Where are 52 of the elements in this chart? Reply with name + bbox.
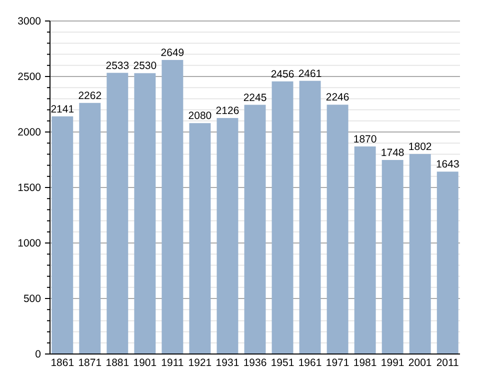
- data-label: 2126: [216, 105, 240, 118]
- bar: [436, 172, 458, 354]
- bar: [272, 81, 294, 354]
- y-tick-label: 3000: [18, 16, 42, 28]
- data-label: 2245: [243, 92, 267, 104]
- x-tick-label: 1971: [326, 357, 350, 369]
- x-tick-label: 1931: [216, 357, 240, 369]
- bar: [382, 160, 404, 354]
- bar: [244, 104, 266, 354]
- data-label: 2080: [188, 110, 212, 122]
- x-tick-label: 1921: [188, 357, 212, 369]
- data-label: 2262: [78, 90, 102, 102]
- data-label: 1748: [380, 146, 404, 159]
- data-label: 2530: [133, 60, 157, 72]
- data-label: 2456: [270, 68, 294, 80]
- x-tick-label: 1961: [298, 357, 322, 369]
- data-label: 1802: [408, 140, 432, 153]
- x-tick-label: 1981: [353, 357, 377, 369]
- y-tick-label: 1000: [18, 238, 42, 250]
- x-tick-label: 1881: [106, 357, 130, 369]
- data-label: 2141: [50, 103, 74, 116]
- bar: [106, 72, 128, 354]
- bar: [134, 73, 156, 354]
- data-label: 1643: [436, 158, 460, 171]
- x-tick-label: 1936: [243, 357, 267, 369]
- x-tick-label: 1871: [78, 357, 102, 369]
- x-tick-label: 1911: [161, 357, 184, 369]
- bar: [299, 80, 321, 354]
- bar: [189, 123, 211, 354]
- bar: [326, 104, 348, 354]
- bar: [52, 116, 74, 354]
- x-tick-label: 2011: [436, 357, 460, 369]
- x-tick-label: 1861: [50, 357, 74, 369]
- bar: [162, 60, 184, 354]
- bar: [79, 102, 101, 354]
- y-tick-label: 0: [35, 348, 42, 361]
- y-tick-label: 2000: [18, 126, 42, 139]
- y-tick-label: 500: [23, 293, 42, 306]
- bar: [354, 146, 376, 354]
- x-tick-label: 1951: [270, 357, 294, 369]
- data-label: 1870: [353, 133, 377, 146]
- x-tick-label: 2001: [408, 357, 432, 369]
- y-tick-label: 1500: [18, 182, 42, 194]
- bar: [216, 118, 238, 354]
- x-tick-label: 1991: [380, 357, 404, 369]
- data-label: 2246: [326, 92, 350, 104]
- bar: [409, 154, 431, 354]
- y-tick-label: 2500: [18, 71, 42, 84]
- data-label: 2533: [106, 60, 130, 72]
- x-tick-label: 1901: [133, 357, 157, 369]
- data-label: 2461: [298, 68, 322, 80]
- data-label: 2649: [160, 46, 184, 59]
